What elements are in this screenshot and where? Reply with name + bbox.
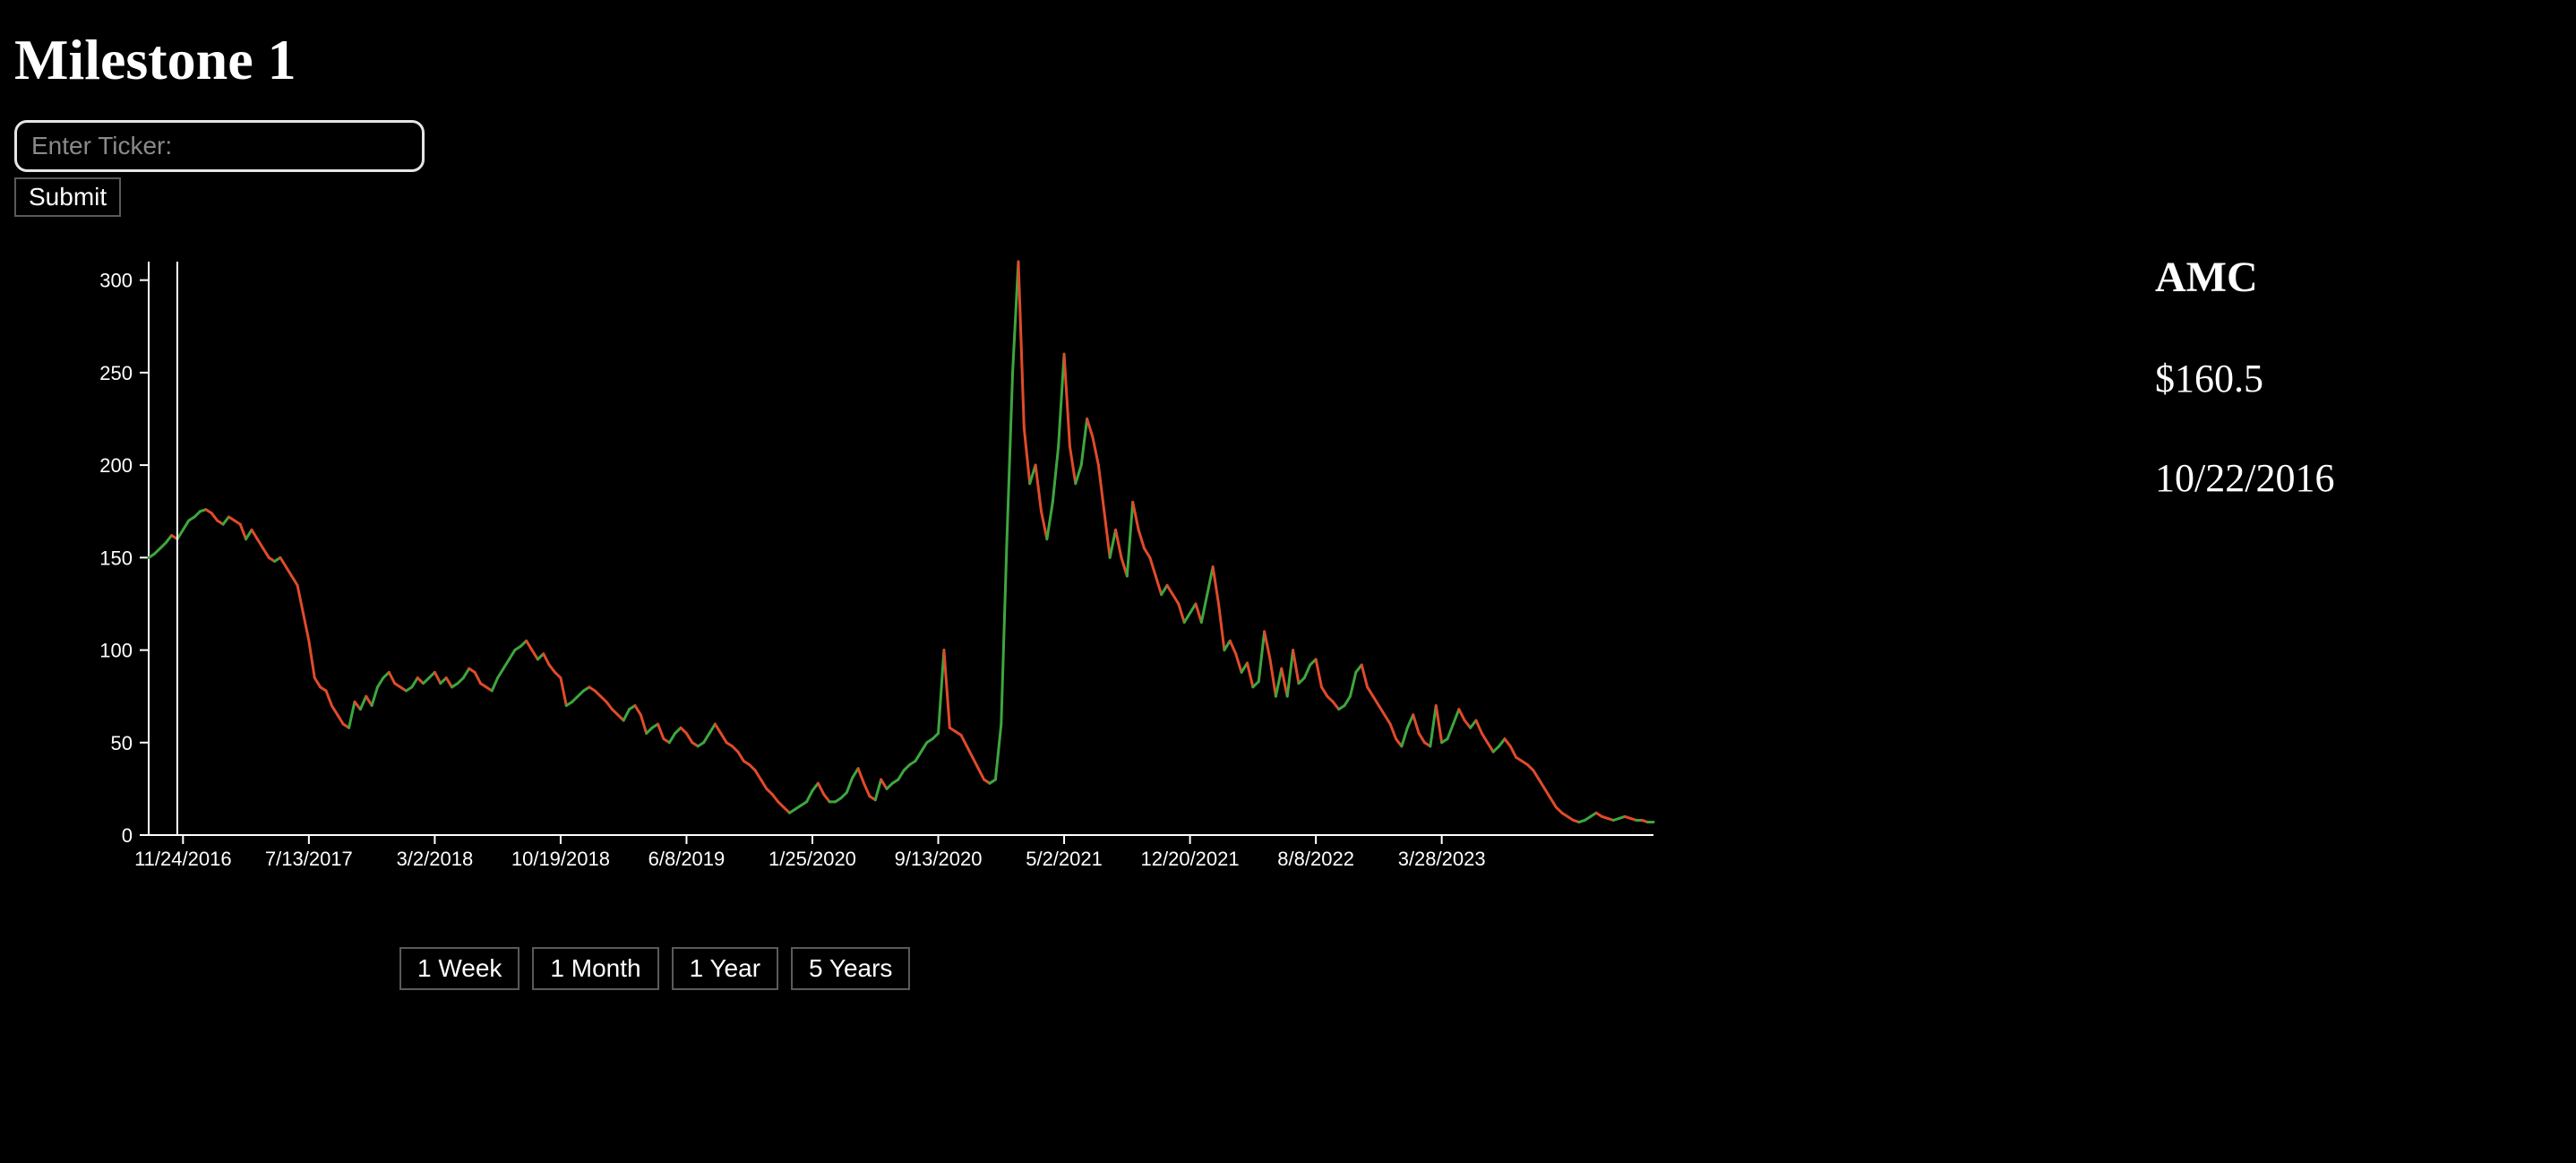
- range-1-year-button[interactable]: 1 Year: [672, 947, 778, 990]
- svg-text:9/13/2020: 9/13/2020: [895, 848, 983, 870]
- submit-button[interactable]: Submit: [14, 177, 121, 217]
- info-price: $160.5: [2155, 356, 2334, 401]
- svg-text:100: 100: [99, 640, 133, 662]
- info-ticker: AMC: [2155, 253, 2334, 302]
- range-1-month-button[interactable]: 1 Month: [532, 947, 658, 990]
- svg-text:1/25/2020: 1/25/2020: [769, 848, 856, 870]
- svg-text:6/8/2019: 6/8/2019: [648, 848, 726, 870]
- svg-text:250: 250: [99, 362, 133, 384]
- svg-text:50: 50: [111, 732, 133, 754]
- ticker-input[interactable]: [14, 120, 425, 172]
- svg-text:200: 200: [99, 454, 133, 477]
- svg-text:0: 0: [122, 824, 133, 847]
- svg-text:150: 150: [99, 547, 133, 569]
- price-chart: 0 50 100 150 200 250 300 11/24/2016 7/13/2017 3/2…: [41, 253, 1671, 893]
- info-panel: AMC $160.5 10/22/2016: [2155, 253, 2334, 501]
- svg-text:12/20/2021: 12/20/2021: [1141, 848, 1240, 870]
- info-date: 10/22/2016: [2155, 455, 2334, 501]
- svg-text:10/19/2018: 10/19/2018: [511, 848, 610, 870]
- svg-text:3/2/2018: 3/2/2018: [397, 848, 474, 870]
- svg-text:7/13/2017: 7/13/2017: [265, 848, 353, 870]
- price-chart-svg: 0 50 100 150 200 250 300 11/24/2016 7/13/2017 3/2…: [41, 253, 1671, 889]
- svg-text:3/28/2023: 3/28/2023: [1398, 848, 1486, 870]
- svg-text:8/8/2022: 8/8/2022: [1277, 848, 1354, 870]
- svg-text:5/2/2021: 5/2/2021: [1026, 848, 1103, 870]
- page-title: Milestone 1: [14, 27, 2562, 93]
- svg-text:300: 300: [99, 270, 133, 292]
- ticker-controls: Submit: [14, 120, 2562, 217]
- range-buttons: 1 Week 1 Month 1 Year 5 Years: [399, 947, 1671, 990]
- svg-text:11/24/2016: 11/24/2016: [134, 848, 231, 870]
- range-5-years-button[interactable]: 5 Years: [791, 947, 910, 990]
- range-1-week-button[interactable]: 1 Week: [399, 947, 519, 990]
